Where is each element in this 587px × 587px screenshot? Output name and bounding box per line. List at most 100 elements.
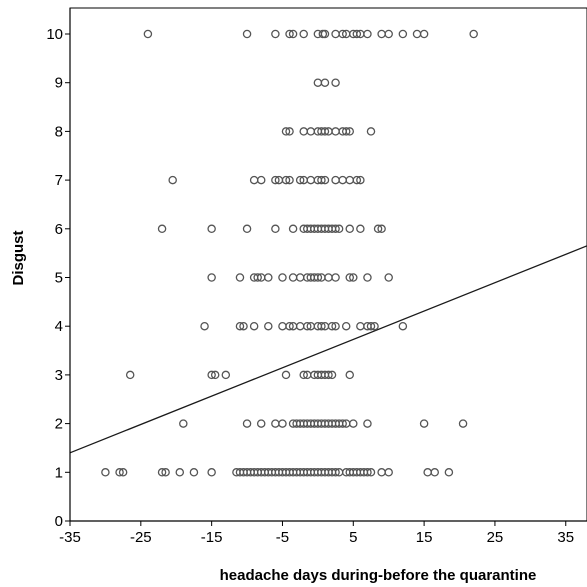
data-point bbox=[356, 321, 365, 331]
x-tick-label: 35 bbox=[557, 529, 574, 546]
data-point bbox=[313, 273, 323, 282]
axes-layer: 0 1 2 3 4 5 6 7 8 9 10 -35 -25 -15 -5 5 15 25 35 bbox=[46, 8, 587, 546]
data-point bbox=[118, 468, 128, 477]
data-point bbox=[143, 29, 153, 39]
data-point bbox=[341, 321, 351, 331]
data-point bbox=[363, 419, 372, 428]
data-point bbox=[349, 419, 358, 428]
data-point bbox=[285, 321, 294, 331]
data-point bbox=[345, 370, 354, 380]
data-point bbox=[271, 224, 280, 234]
data-point bbox=[115, 468, 124, 477]
data-point bbox=[281, 370, 291, 380]
data-point bbox=[338, 175, 347, 185]
data-point bbox=[175, 468, 185, 477]
y-tick-label: 2 bbox=[55, 416, 63, 433]
y-tick-label: 10 bbox=[46, 26, 63, 43]
data-point bbox=[331, 175, 340, 185]
fit-line bbox=[69, 245, 587, 454]
data-point bbox=[320, 175, 330, 185]
data-point bbox=[281, 175, 291, 185]
data-point bbox=[317, 175, 326, 185]
data-point bbox=[331, 468, 340, 477]
data-point bbox=[239, 321, 248, 331]
data-point bbox=[242, 419, 252, 428]
data-point bbox=[366, 468, 376, 477]
data-point bbox=[288, 273, 298, 282]
x-tick-label: -15 bbox=[201, 529, 223, 546]
data-point bbox=[412, 29, 422, 39]
data-point bbox=[419, 419, 429, 428]
data-point bbox=[161, 468, 170, 477]
data-point bbox=[207, 370, 216, 380]
data-point bbox=[288, 224, 298, 234]
data-point bbox=[444, 468, 454, 477]
data-point bbox=[299, 127, 308, 136]
data-point bbox=[168, 175, 177, 185]
data-point bbox=[242, 29, 252, 39]
data-point bbox=[271, 175, 280, 185]
data-point bbox=[200, 321, 209, 331]
data-point bbox=[306, 127, 316, 136]
x-axis-title: headache days during-before the quaranti… bbox=[220, 567, 537, 584]
data-point bbox=[221, 370, 231, 380]
data-point bbox=[249, 175, 259, 185]
data-point bbox=[317, 321, 326, 331]
data-point bbox=[377, 29, 386, 39]
data-point bbox=[264, 321, 273, 331]
data-point bbox=[366, 321, 376, 331]
x-tick-label: 25 bbox=[487, 529, 504, 546]
data-point bbox=[207, 273, 216, 282]
y-tick-label: 5 bbox=[55, 270, 63, 287]
data-point bbox=[356, 175, 365, 185]
data-point bbox=[398, 29, 408, 39]
data-point bbox=[398, 321, 408, 331]
data-point bbox=[210, 370, 220, 380]
y-tick-label: 0 bbox=[55, 513, 63, 530]
data-point bbox=[363, 468, 372, 477]
data-point bbox=[179, 419, 188, 428]
y-tick-label: 1 bbox=[55, 464, 63, 481]
data-point bbox=[423, 468, 432, 477]
x-tick-label: 15 bbox=[416, 529, 433, 546]
data-point bbox=[278, 273, 287, 282]
data-point bbox=[285, 127, 294, 136]
data-point bbox=[256, 175, 266, 185]
data-point bbox=[313, 78, 323, 87]
data-point bbox=[320, 78, 330, 87]
data-point bbox=[345, 127, 354, 136]
data-point bbox=[101, 468, 110, 477]
data-point bbox=[366, 127, 376, 136]
data-point bbox=[295, 273, 305, 282]
data-point bbox=[338, 29, 347, 39]
y-tick-label: 9 bbox=[55, 75, 63, 92]
data-point bbox=[295, 321, 305, 331]
data-point bbox=[306, 175, 316, 185]
data-point bbox=[384, 468, 393, 477]
data-point bbox=[331, 273, 340, 282]
data-point bbox=[278, 419, 287, 428]
data-point bbox=[235, 273, 245, 282]
data-point bbox=[345, 224, 354, 234]
data-point bbox=[235, 321, 245, 331]
data-point bbox=[299, 29, 308, 39]
data-point bbox=[363, 29, 372, 39]
data-point bbox=[373, 224, 383, 234]
data-point bbox=[363, 273, 372, 282]
y-tick-label: 3 bbox=[55, 367, 63, 384]
data-point bbox=[125, 370, 135, 380]
data-point bbox=[331, 321, 340, 331]
data-point bbox=[341, 127, 351, 136]
y-tick-label: 4 bbox=[55, 318, 63, 335]
data-point bbox=[338, 419, 347, 428]
data-point bbox=[207, 468, 216, 477]
data-point bbox=[327, 370, 337, 380]
points-layer bbox=[101, 29, 478, 477]
data-point bbox=[157, 224, 167, 234]
x-tick-label: 5 bbox=[349, 529, 357, 546]
data-point bbox=[253, 273, 262, 282]
data-point bbox=[157, 468, 167, 477]
data-point bbox=[264, 273, 273, 282]
data-point bbox=[242, 224, 252, 234]
